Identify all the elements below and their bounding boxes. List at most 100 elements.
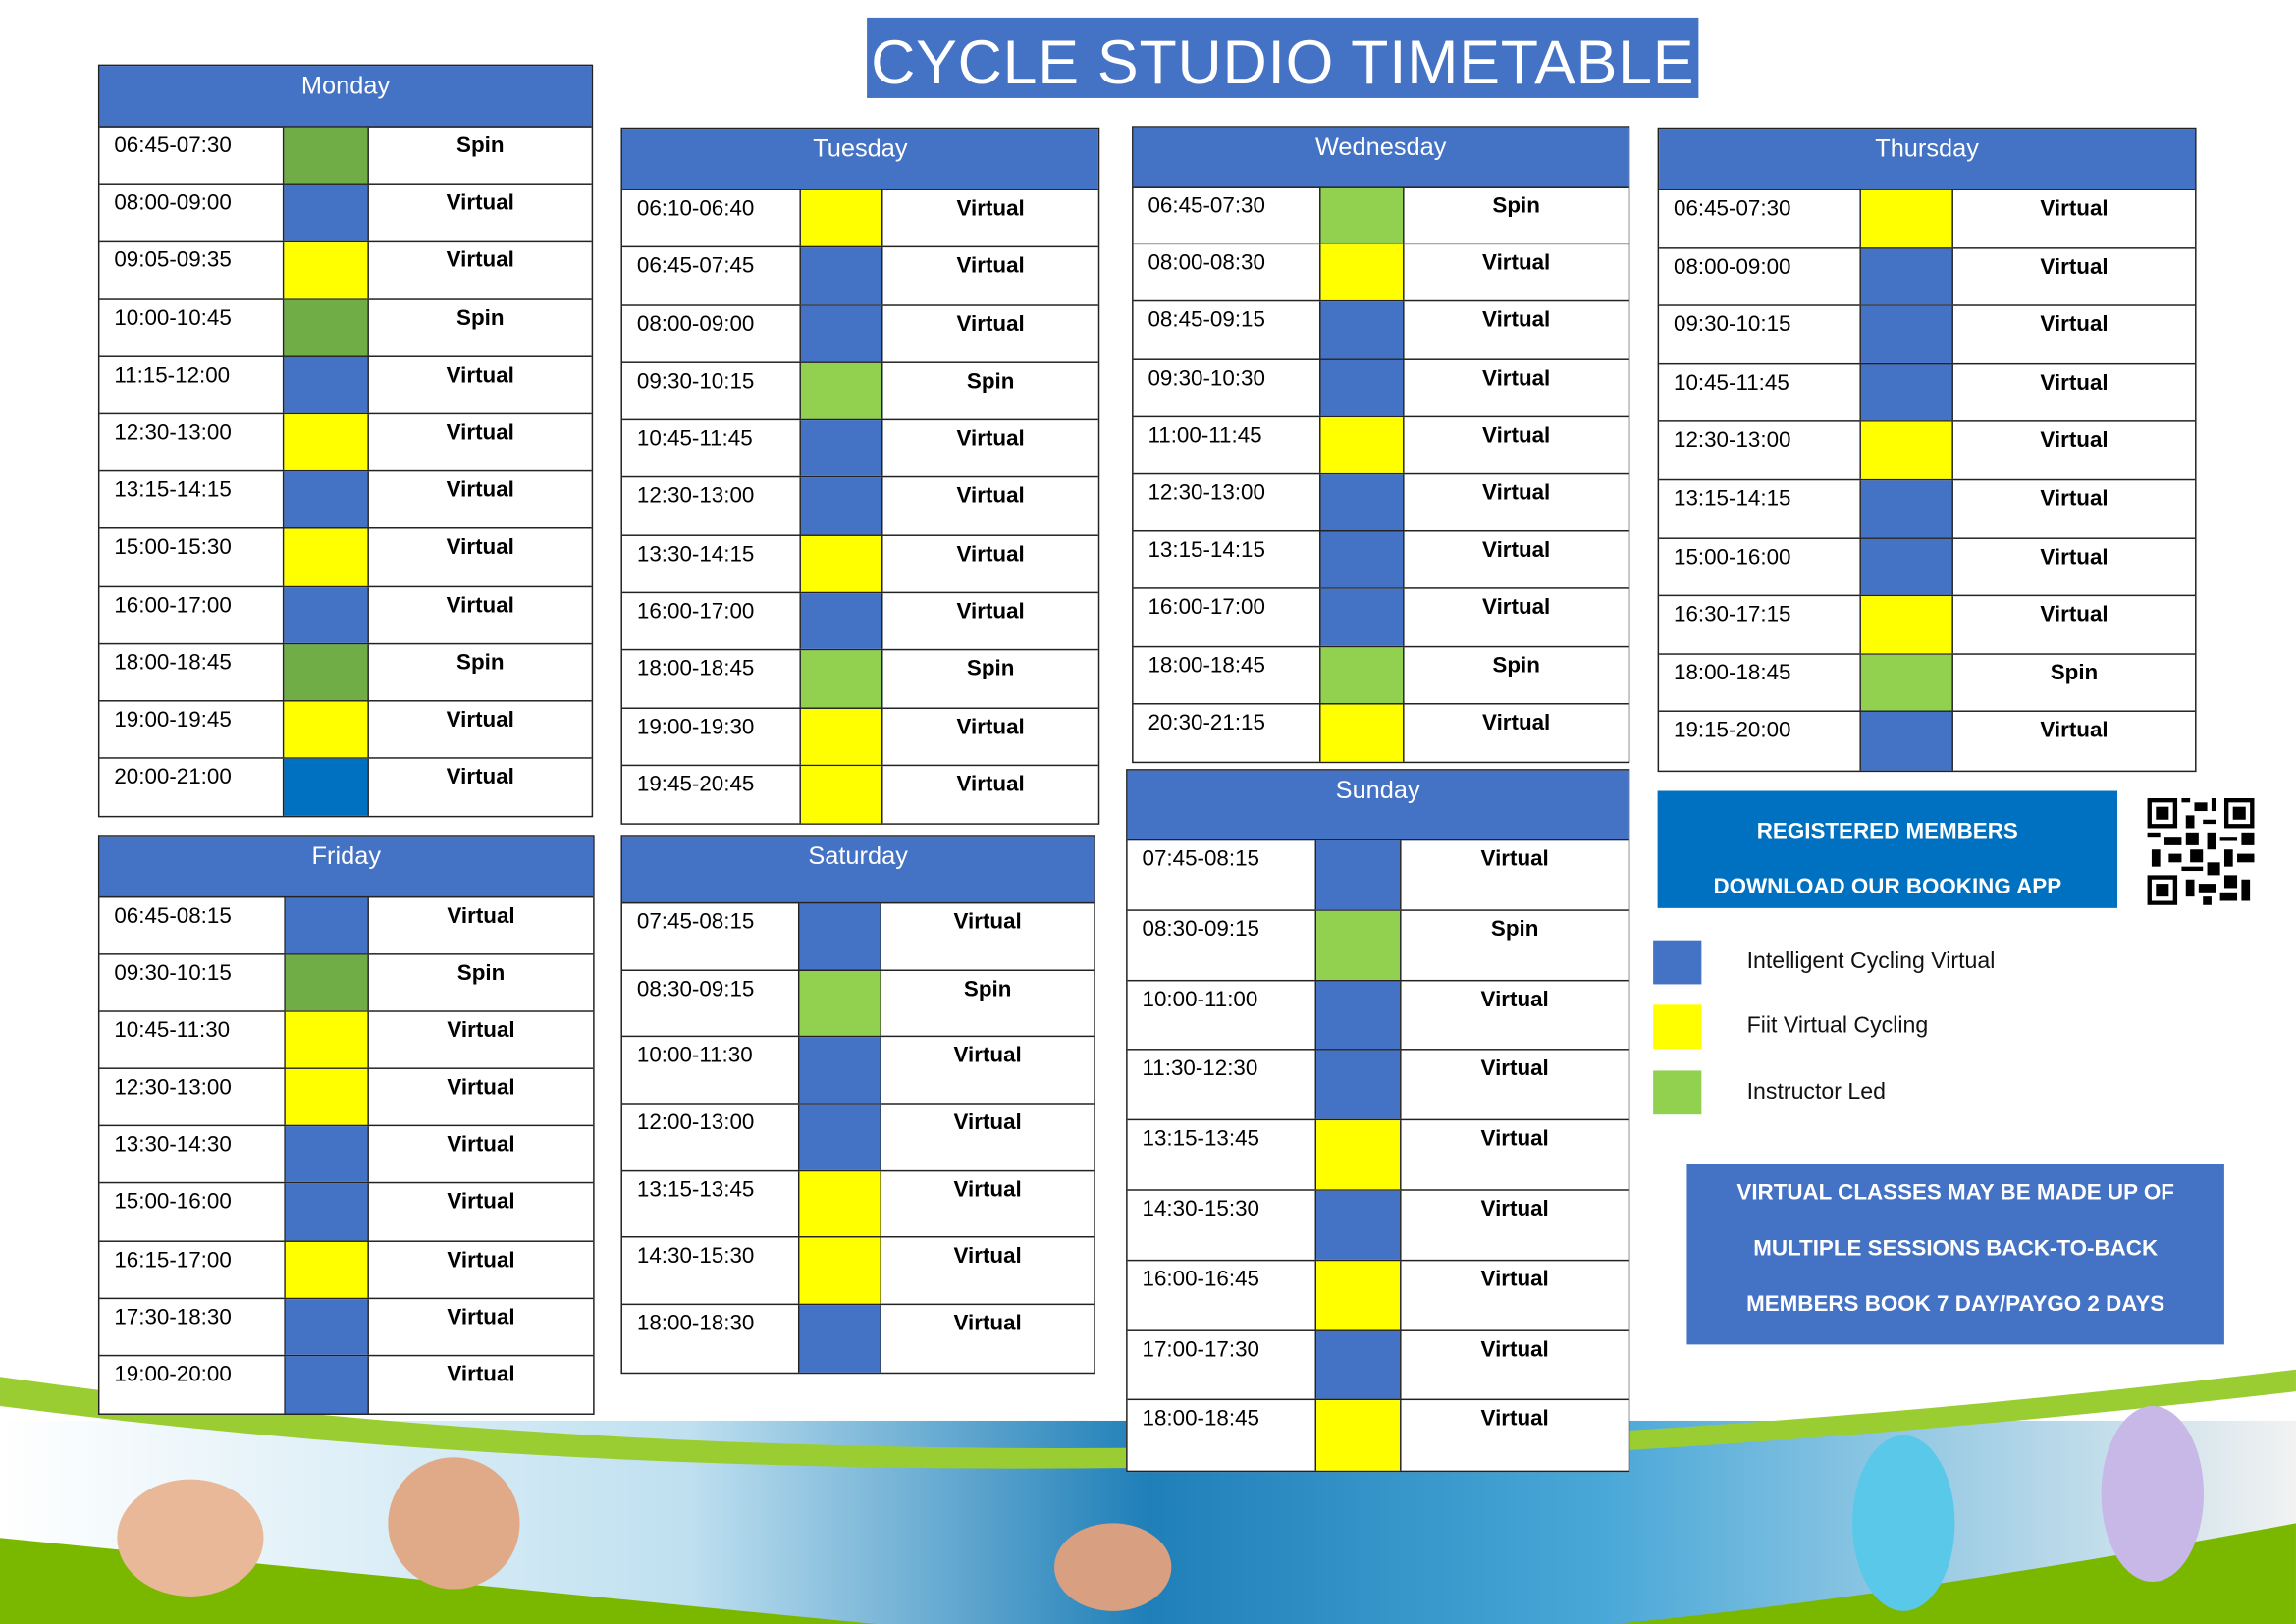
class-row: 15:00-15:30 Virtual [99, 528, 592, 587]
class-row: 06:45-08:15 Virtual [99, 897, 594, 955]
day-header: Wednesday [1133, 127, 1629, 188]
class-type: Virtual [1951, 247, 2195, 305]
class-type: Virtual [1951, 712, 2195, 771]
class-category-swatch [1316, 840, 1401, 910]
class-time: 19:00-20:00 [99, 1355, 286, 1414]
timetable-sunday: Sunday 07:45-08:15 Virtual 08:30-09:15 S… [1126, 769, 1630, 1473]
class-category-swatch [284, 643, 368, 700]
class-type: Virtual [1403, 704, 1629, 762]
class-time: 15:00-16:00 [1659, 538, 1861, 595]
class-category-swatch [1320, 646, 1404, 703]
timetable-tuesday: Tuesday 06:10-06:40 Virtual 06:45-07:45 … [620, 127, 1100, 826]
class-row: 06:45-07:30 Spin [1133, 187, 1629, 245]
class-time: 16:00-17:00 [1134, 589, 1321, 646]
class-row: 12:30-13:00 Virtual [1659, 422, 2196, 481]
class-category-swatch [285, 1355, 368, 1414]
class-type: Virtual [367, 1298, 593, 1355]
class-type: Spin [881, 650, 1098, 708]
class-time: 08:45-09:15 [1134, 301, 1321, 358]
class-category-swatch [1860, 596, 1952, 653]
class-category-swatch [284, 299, 368, 356]
day-header: Tuesday [621, 129, 1098, 190]
class-row: 16:30-17:15 Virtual [1659, 596, 2196, 655]
class-type: Spin [367, 954, 593, 1011]
class-row: 16:00-17:00 Virtual [99, 586, 592, 644]
class-row: 16:00-17:00 Virtual [1133, 589, 1629, 647]
class-row: 08:30-09:15 Spin [1127, 910, 1629, 981]
class-type: Spin [1403, 187, 1629, 244]
class-row: 12:30-13:00 Virtual [99, 414, 592, 472]
class-category-swatch [1860, 538, 1952, 595]
class-time: 19:15-20:00 [1659, 712, 1861, 771]
class-category-swatch [799, 1104, 881, 1170]
class-time: 09:30-10:15 [99, 954, 286, 1011]
class-time: 10:45-11:45 [1659, 364, 1861, 421]
day-header: Sunday [1127, 770, 1629, 841]
class-category-swatch [284, 471, 368, 528]
class-category-swatch [285, 1241, 368, 1298]
class-type: Virtual [881, 305, 1098, 362]
class-type: Virtual [1951, 364, 2195, 421]
class-time: 18:00-18:45 [99, 643, 285, 700]
class-row: 17:30-18:30 Virtual [99, 1298, 594, 1356]
booking-app-banner: REGISTERED MEMBERS DOWNLOAD OUR BOOKING … [1657, 790, 2117, 908]
class-type: Virtual [1400, 1190, 1629, 1260]
day-header: Saturday [621, 836, 1095, 904]
class-type: Virtual [1951, 480, 2195, 537]
class-time: 15:00-15:30 [99, 528, 285, 585]
class-row: 11:30-12:30 Virtual [1127, 1051, 1629, 1121]
class-category-swatch [799, 1238, 881, 1304]
class-time: 09:30-10:15 [1659, 306, 1861, 363]
class-time: 12:30-13:00 [1659, 422, 1861, 479]
class-time: 18:00-18:45 [622, 650, 801, 708]
class-category-swatch [1316, 1120, 1401, 1190]
class-row: 09:30-10:15 Spin [621, 362, 1098, 421]
class-category-swatch [285, 1069, 368, 1126]
class-category-swatch [1860, 364, 1952, 421]
class-category-swatch [1316, 980, 1401, 1050]
class-row: 15:00-16:00 Virtual [99, 1183, 594, 1242]
class-time: 08:00-09:00 [99, 185, 285, 242]
class-type: Virtual [881, 593, 1098, 650]
class-row: 11:00-11:45 Virtual [1133, 416, 1629, 475]
class-time: 08:00-09:00 [622, 305, 801, 362]
class-row: 13:30-14:15 Virtual [621, 535, 1098, 594]
class-category-swatch [285, 1298, 368, 1355]
class-time: 18:00-18:45 [1659, 654, 1861, 711]
class-category-swatch [1860, 189, 1952, 247]
class-category-swatch [800, 535, 882, 592]
class-type: Virtual [1951, 306, 2195, 363]
class-type: Virtual [367, 185, 591, 242]
class-category-swatch [284, 758, 368, 817]
class-time: 16:00-17:00 [99, 586, 285, 643]
class-time: 08:00-08:30 [1134, 244, 1321, 301]
class-category-swatch [285, 1126, 368, 1183]
class-time: 08:30-09:15 [1128, 910, 1317, 980]
class-category-swatch [1860, 654, 1952, 711]
qr-code-icon[interactable] [2147, 797, 2255, 905]
day-header: Friday [99, 836, 594, 898]
class-type: Virtual [1400, 980, 1629, 1050]
class-time: 16:15-17:00 [99, 1241, 286, 1298]
class-category-swatch [800, 189, 882, 247]
class-type: Virtual [1951, 189, 2195, 247]
class-row: 14:30-15:30 Virtual [621, 1238, 1095, 1306]
class-row: 12:30-13:00 Virtual [1133, 474, 1629, 532]
class-time: 13:15-13:45 [622, 1170, 800, 1237]
class-row: 10:45-11:45 Virtual [621, 420, 1098, 479]
class-category-swatch [800, 593, 882, 650]
class-category-swatch [799, 903, 881, 970]
class-row: 10:00-11:30 Virtual [621, 1037, 1095, 1105]
class-time: 16:30-17:15 [1659, 596, 1861, 653]
class-time: 10:45-11:30 [99, 1012, 286, 1068]
class-row: 10:00-10:45 Spin [99, 299, 592, 357]
class-row: 09:30-10:15 Virtual [1659, 306, 2196, 365]
class-row: 12:30-13:00 Virtual [621, 478, 1098, 536]
class-type: Spin [367, 299, 591, 356]
class-row: 18:00-18:45 Spin [1133, 646, 1629, 705]
class-time: 07:45-08:15 [1128, 840, 1317, 910]
class-type: Spin [367, 127, 591, 184]
virtual-classes-note: VIRTUAL CLASSES MAY BE MADE UP OF MULTIP… [1686, 1164, 2224, 1345]
class-type: Virtual [880, 1238, 1095, 1304]
